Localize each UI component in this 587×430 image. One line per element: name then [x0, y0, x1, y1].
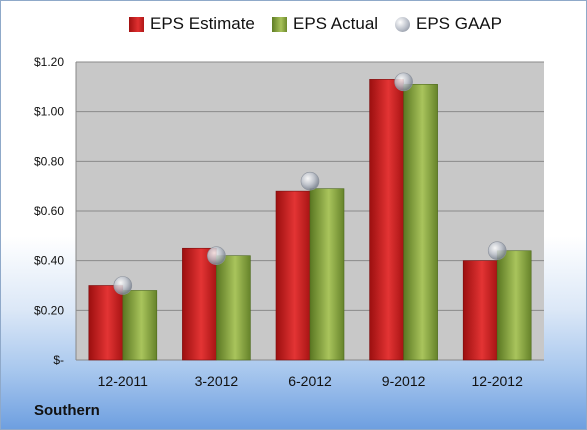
bar-eps-estimate: [462, 260, 498, 361]
bar-eps-estimate: [88, 285, 124, 361]
legend-swatch-gaap: [395, 16, 410, 32]
y-tick-label: $0.80: [34, 154, 64, 168]
x-tick-label: 9-2012: [382, 373, 426, 389]
marker-eps-gaap: [300, 171, 320, 191]
legend-item-gaap: EPS GAAP: [395, 14, 502, 34]
y-axis-ticks: $- $0.20 $0.40 $0.60 $0.80 $1.00 $1.20: [34, 55, 64, 367]
y-tick-label: $0.60: [34, 204, 64, 218]
y-tick-label: $0.20: [34, 303, 64, 317]
x-axis-ticks: 12-2011 3-2012 6-2012 9-2012 12-2012: [98, 373, 523, 389]
x-tick-label: 12-2011: [98, 373, 149, 389]
company-name: Southern: [34, 402, 100, 419]
legend-swatch-actual: [272, 16, 287, 32]
legend-label-gaap: EPS GAAP: [416, 14, 502, 33]
bar-eps-actual: [309, 188, 345, 361]
bar-eps-actual: [496, 250, 532, 361]
marker-eps-gaap: [207, 246, 226, 265]
legend-item-estimate: EPS Estimate: [129, 14, 255, 34]
x-tick-label: 6-2012: [288, 373, 332, 389]
y-tick-label: $0.40: [34, 254, 64, 268]
legend-item-actual: EPS Actual: [272, 14, 378, 34]
y-tick-label: $1.00: [34, 105, 64, 119]
y-tick-label: $1.20: [34, 55, 64, 69]
bar-eps-estimate: [275, 190, 311, 361]
y-tick-label: $-: [53, 353, 64, 367]
legend-label-actual: EPS Actual: [293, 14, 379, 33]
x-tick-label: 3-2012: [195, 373, 239, 389]
bar-eps-estimate: [369, 79, 404, 361]
marker-eps-gaap: [113, 276, 133, 295]
chart-legend: EPS Estimate EPS Actual EPS GAAP: [0, 14, 587, 42]
gaap-markers: [113, 72, 507, 295]
marker-eps-gaap: [394, 72, 413, 92]
legend-swatch-estimate: [129, 16, 144, 32]
bar-eps-actual: [122, 290, 158, 361]
x-tick-label: 12-2012: [472, 373, 524, 389]
bar-eps-actual: [403, 84, 438, 361]
bar-eps-actual: [216, 255, 251, 361]
marker-eps-gaap: [487, 241, 507, 261]
bars: [88, 79, 532, 361]
legend-label-estimate: EPS Estimate: [150, 14, 255, 33]
bar-eps-estimate: [182, 247, 217, 361]
